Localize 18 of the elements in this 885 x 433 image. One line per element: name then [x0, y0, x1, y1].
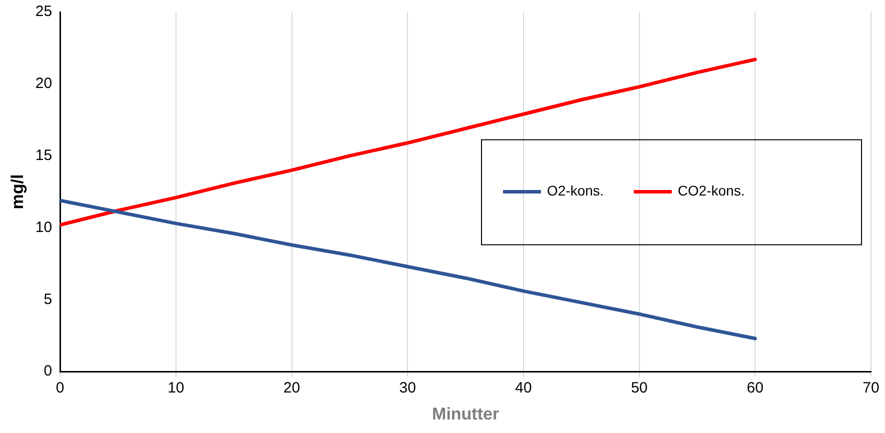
x-tick-label: 30 [399, 380, 416, 397]
x-axis-title: Minutter [432, 404, 500, 424]
x-tick-label: 70 [862, 380, 880, 397]
y-axis-title: mg/l [8, 174, 27, 210]
x-tick-label: 60 [746, 380, 764, 397]
y-tick-label: 0 [44, 362, 52, 380]
x-tick-label: 50 [630, 380, 648, 397]
y-tick-label: 20 [35, 75, 52, 92]
y-tick-label: 15 [35, 146, 52, 164]
y-tick-label: 25 [35, 3, 52, 20]
x-tick-label: 40 [515, 380, 532, 397]
y-tick-label: 5 [44, 290, 52, 308]
legend-label: O2-kons. [547, 182, 604, 199]
x-tick-label: 20 [283, 380, 300, 397]
x-tick-label: 0 [56, 380, 64, 397]
x-tick-label: 10 [168, 380, 184, 397]
legend-label: CO2-kons. [678, 182, 745, 199]
y-tick-label: 10 [35, 218, 52, 236]
